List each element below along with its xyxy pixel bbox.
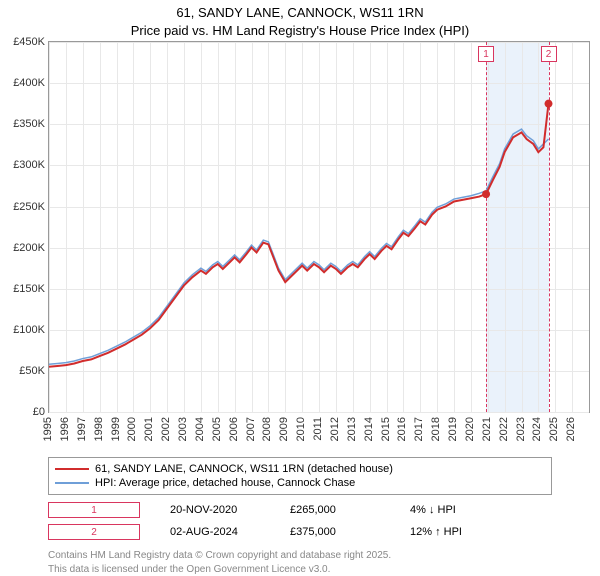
- x-tick-label: 1995: [42, 417, 54, 441]
- x-tick-label: 2025: [548, 417, 560, 441]
- sale-delta: 4% ↓ HPI: [410, 504, 500, 516]
- y-tick-label: £400K: [13, 77, 45, 89]
- sale-delta: 12% ↑ HPI: [410, 526, 500, 538]
- sales-table: 1 20-NOV-2020 £265,000 4% ↓ HPI 2 02-AUG…: [48, 499, 552, 543]
- y-tick-label: £250K: [13, 201, 45, 213]
- x-tick-label: 2013: [346, 417, 358, 441]
- y-tick-label: £100K: [13, 324, 45, 336]
- sale-date: 02-AUG-2024: [170, 526, 260, 538]
- copyright-line: This data is licensed under the Open Gov…: [48, 563, 552, 576]
- sale-marker-flag: 1: [478, 46, 494, 62]
- x-tick-label: 1999: [110, 417, 122, 441]
- copyright-line: Contains HM Land Registry data © Crown c…: [48, 549, 552, 563]
- sale-date: 20-NOV-2020: [170, 504, 260, 516]
- legend-label: 61, SANDY LANE, CANNOCK, WS11 1RN (detac…: [95, 463, 393, 475]
- x-tick-label: 2014: [363, 417, 375, 441]
- x-tick-label: 1998: [93, 417, 105, 441]
- x-tick-label: 2012: [329, 417, 341, 441]
- x-tick-label: 2002: [160, 417, 172, 441]
- sale-marker-flag: 2: [541, 46, 557, 62]
- x-tick-label: 2005: [211, 417, 223, 441]
- x-tick-label: 2024: [531, 417, 543, 441]
- x-tick-label: 2004: [194, 417, 206, 441]
- x-tick-label: 2016: [396, 417, 408, 441]
- chart-plot-area: £0£50K£100K£150K£200K£250K£300K£350K£400…: [48, 41, 590, 413]
- x-tick-label: 2018: [430, 417, 442, 441]
- legend-swatch: [55, 468, 89, 470]
- sale-marker-box: 1: [48, 502, 140, 518]
- legend-box: 61, SANDY LANE, CANNOCK, WS11 1RN (detac…: [48, 457, 552, 495]
- x-tick-label: 2009: [278, 417, 290, 441]
- x-tick-label: 1996: [59, 417, 71, 441]
- x-tick-label: 2026: [565, 417, 577, 441]
- x-tick-label: 2008: [261, 417, 273, 441]
- x-tick-label: 2000: [126, 417, 138, 441]
- x-tick-label: 2022: [498, 417, 510, 441]
- x-tick-label: 2011: [312, 417, 324, 441]
- sale-price: £265,000: [290, 504, 380, 516]
- x-tick-label: 2015: [380, 417, 392, 441]
- x-tick-label: 2019: [447, 417, 459, 441]
- y-tick-label: £50K: [19, 365, 45, 377]
- legend-swatch: [55, 482, 89, 484]
- copyright-notice: Contains HM Land Registry data © Crown c…: [48, 549, 552, 576]
- x-tick-label: 2007: [245, 417, 257, 441]
- x-tick-label: 2010: [295, 417, 307, 441]
- legend-label: HPI: Average price, detached house, Cann…: [95, 477, 355, 489]
- x-tick-label: 2017: [413, 417, 425, 441]
- sale-row: 1 20-NOV-2020 £265,000 4% ↓ HPI: [48, 499, 552, 521]
- sale-row: 2 02-AUG-2024 £375,000 12% ↑ HPI: [48, 521, 552, 543]
- y-tick-label: £200K: [13, 242, 45, 254]
- sale-price: £375,000: [290, 526, 380, 538]
- y-tick-label: £150K: [13, 283, 45, 295]
- x-tick-label: 2023: [515, 417, 527, 441]
- x-tick-label: 1997: [76, 417, 88, 441]
- y-tick-label: £300K: [13, 159, 45, 171]
- x-axis-labels: 1995199619971998199920002001200220032004…: [48, 413, 590, 455]
- x-tick-label: 2020: [464, 417, 476, 441]
- x-tick-label: 2021: [481, 417, 493, 441]
- x-tick-label: 2006: [228, 417, 240, 441]
- y-tick-label: £350K: [13, 118, 45, 130]
- title-line-2: Price paid vs. HM Land Registry's House …: [8, 22, 592, 40]
- x-tick-label: 2003: [177, 417, 189, 441]
- y-tick-label: £450K: [13, 36, 45, 48]
- chart-title: 61, SANDY LANE, CANNOCK, WS11 1RN Price …: [0, 0, 600, 41]
- x-tick-label: 2001: [143, 417, 155, 441]
- legend-row: 61, SANDY LANE, CANNOCK, WS11 1RN (detac…: [55, 462, 545, 476]
- title-line-1: 61, SANDY LANE, CANNOCK, WS11 1RN: [8, 4, 592, 22]
- legend-row: HPI: Average price, detached house, Cann…: [55, 476, 545, 490]
- sale-marker-box: 2: [48, 524, 140, 540]
